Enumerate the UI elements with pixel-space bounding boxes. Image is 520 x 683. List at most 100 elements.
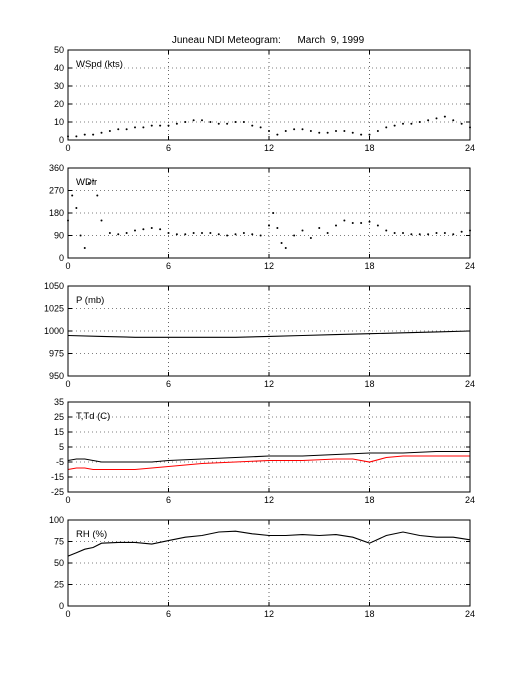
wind-direction-point-40 — [351, 222, 354, 224]
wind-speed-point-24 — [268, 130, 270, 132]
wind-speed-point-29 — [309, 130, 312, 132]
temperature-line-0 — [67, 450, 470, 463]
temperature-xtick-0: 0 — [65, 495, 70, 505]
wind-direction-point-17 — [175, 233, 178, 236]
pressure-xtick-2: 12 — [264, 379, 274, 389]
temperature-xtick-4: 24 — [465, 495, 475, 505]
wind-direction-point-8 — [100, 219, 103, 222]
temperature-xtick-3: 18 — [364, 495, 374, 505]
wind-speed-point-10 — [150, 124, 153, 127]
humidity-line-0 — [67, 530, 471, 557]
wind-direction-xtick-0: 0 — [65, 261, 70, 271]
pressure-series-0 — [67, 330, 471, 338]
humidity-xtick-1: 6 — [166, 609, 171, 619]
wind-direction-point-16 — [167, 232, 170, 234]
wind-speed-point-2 — [83, 133, 86, 136]
wind-direction-ytick-2: 180 — [49, 208, 64, 218]
pressure-label: P (mb) — [76, 295, 104, 306]
wind-speed-point-13 — [175, 122, 178, 125]
wind-speed-point-1 — [75, 135, 78, 138]
wind-speed-point-32 — [335, 130, 337, 132]
wind-speed-point-22 — [251, 124, 254, 127]
humidity-xtick-4: 24 — [465, 609, 475, 619]
wind-direction-point-18 — [184, 233, 187, 236]
pressure-ytick-4: 1050 — [44, 281, 64, 291]
wind-direction-point-6 — [92, 179, 95, 182]
pressure-panel: 0 6 12 18 24 950 975 1000 1025 1050 P (mb) — [44, 281, 475, 389]
wind-direction-xtick-2: 12 — [264, 261, 274, 271]
humidity-xtick-2: 12 — [264, 609, 274, 619]
pressure-ytick-3: 1025 — [44, 304, 64, 314]
humidity-xtick-3: 18 — [364, 609, 374, 619]
wind-speed-point-17 — [209, 121, 212, 123]
wind-speed-label: WSpd (kts) — [76, 59, 123, 70]
wind-direction-point-3 — [79, 234, 82, 237]
wind-speed-point-46 — [452, 119, 455, 122]
wind-direction-point-49 — [427, 233, 430, 236]
wind-direction-point-34 — [301, 229, 304, 232]
temperature-ytick-5: 25 — [54, 412, 64, 422]
wind-direction-point-45 — [393, 232, 396, 234]
wind-speed-point-31 — [326, 131, 329, 134]
humidity-ytick-3: 75 — [54, 537, 64, 547]
wind-direction-point-37 — [326, 232, 329, 234]
humidity-label: RH (%) — [76, 529, 107, 540]
wind-speed-panel: 0 6 12 18 24 0 10 20 30 40 50 WSpd (kts) — [54, 45, 475, 153]
pressure-line-0 — [67, 330, 471, 338]
wind-speed-point-34 — [351, 131, 354, 134]
temperature-line-1 — [67, 455, 470, 471]
wind-speed-ytick-0: 0 — [59, 135, 64, 145]
wind-direction-point-39 — [343, 219, 346, 222]
wind-direction-point-30 — [276, 227, 279, 229]
wind-direction-xtick-4: 24 — [465, 261, 475, 271]
humidity-xtick-0: 0 — [65, 609, 70, 619]
wind-direction-point-33 — [293, 234, 296, 237]
wind-speed-ytick-2: 20 — [54, 99, 64, 109]
wind-speed-xtick-4: 24 — [465, 143, 475, 153]
wind-direction-point-7 — [96, 194, 99, 197]
wind-direction-point-51 — [443, 232, 446, 234]
wind-speed-point-47 — [460, 122, 463, 125]
wind-direction-label: WDir — [76, 177, 97, 188]
wind-direction-point-23 — [226, 234, 229, 237]
wind-direction-point-50 — [435, 232, 438, 234]
wind-speed-point-5 — [108, 130, 111, 132]
wind-direction-point-13 — [142, 228, 145, 231]
wind-speed-point-21 — [242, 121, 245, 123]
wind-direction-ytick-1: 90 — [54, 231, 64, 241]
wind-speed-point-6 — [117, 128, 120, 131]
wind-direction-point-22 — [217, 233, 220, 236]
temperature-series-1 — [67, 455, 470, 471]
wind-speed-point-14 — [184, 121, 187, 123]
wind-speed-xtick-0: 0 — [65, 143, 70, 153]
wind-direction-point-38 — [335, 224, 337, 227]
wind-direction-ytick-3: 270 — [49, 186, 64, 196]
humidity-ytick-0: 0 — [59, 601, 64, 611]
wind-speed-point-11 — [159, 124, 162, 127]
wind-speed-point-41 — [410, 122, 413, 125]
wind-direction-point-11 — [125, 232, 128, 234]
wind-speed-point-4 — [100, 131, 103, 134]
wind-direction-point-53 — [460, 230, 463, 233]
wind-direction-point-20 — [201, 232, 203, 234]
wind-speed-point-39 — [393, 124, 396, 127]
wind-direction-point-14 — [150, 227, 153, 229]
wind-direction-point-31 — [280, 242, 283, 244]
wind-direction-point-9 — [108, 232, 111, 234]
wind-speed-point-25 — [276, 133, 279, 136]
wind-speed-point-23 — [259, 126, 262, 129]
wind-speed-point-9 — [142, 126, 145, 129]
humidity-series-0 — [67, 530, 471, 557]
wind-direction-point-28 — [268, 224, 270, 227]
wind-speed-xtick-2: 12 — [264, 143, 274, 153]
wind-speed-point-16 — [201, 119, 203, 122]
wind-speed-ytick-4: 40 — [54, 63, 64, 73]
wind-speed-xtick-3: 18 — [364, 143, 374, 153]
wind-speed-ytick-3: 30 — [54, 81, 64, 91]
humidity-ytick-2: 50 — [54, 558, 64, 568]
wind-speed-point-40 — [402, 122, 404, 125]
wind-direction-point-36 — [318, 227, 321, 229]
temperature-ytick-2: -5 — [56, 457, 64, 467]
wind-direction-point-25 — [242, 232, 245, 234]
temperature-ytick-6: 35 — [54, 397, 64, 407]
